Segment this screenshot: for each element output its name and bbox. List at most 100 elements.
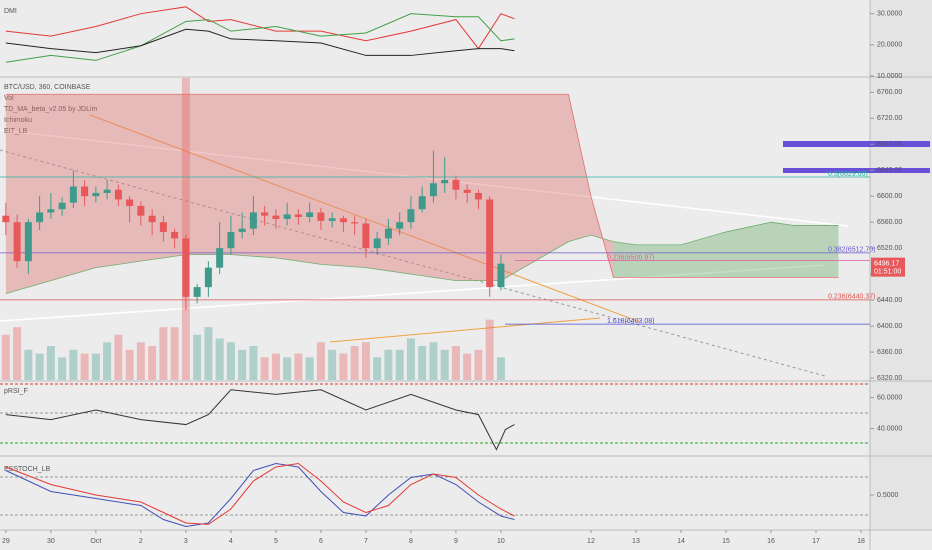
volume-bar xyxy=(339,353,348,380)
volume-bar xyxy=(170,327,179,380)
y-tick-label: 30.0000 xyxy=(877,11,902,18)
volume-bar xyxy=(35,353,44,380)
cloud-segment xyxy=(275,94,321,265)
candle-body xyxy=(148,215,156,223)
x-tick-label: 16 xyxy=(767,538,775,545)
cloud-segment xyxy=(568,94,591,242)
indicator-name: EIT_LB xyxy=(4,128,28,135)
cloud-segment xyxy=(815,225,839,278)
volume-bar xyxy=(159,327,168,380)
candle-body xyxy=(486,199,494,288)
volume-bar xyxy=(114,334,123,380)
time-to-close: 01:51:00 xyxy=(874,268,901,275)
x-tick-label: 13 xyxy=(632,538,640,545)
candle-body xyxy=(58,202,66,210)
candle-body xyxy=(2,215,10,223)
volume-bar xyxy=(373,357,382,380)
last-price: 6496.17 xyxy=(874,260,899,267)
volume-bar xyxy=(91,353,100,380)
fib-label: 0.5(6629.60) xyxy=(828,171,868,178)
volume-bar xyxy=(418,346,427,380)
x-tick-label: 5 xyxy=(274,538,278,545)
zone xyxy=(783,168,930,173)
y-tick-label: 40.0000 xyxy=(877,425,902,432)
volume-bar xyxy=(429,342,438,380)
indicator-line xyxy=(5,28,515,56)
candle-body xyxy=(216,248,224,268)
candle-body xyxy=(159,222,167,232)
indicator-line xyxy=(5,462,515,525)
candle-body xyxy=(306,212,314,217)
trend-line xyxy=(0,149,826,377)
candle-body xyxy=(261,212,269,216)
volume-bar xyxy=(148,346,157,380)
cloud-segment xyxy=(770,222,794,278)
x-tick-label: 7 xyxy=(364,538,368,545)
candle-body xyxy=(474,192,482,200)
x-tick-label: 29 xyxy=(2,538,10,545)
volume-bar xyxy=(294,353,303,380)
volume-bar xyxy=(474,349,483,380)
candle-body xyxy=(69,186,77,203)
x-tick-label: 6 xyxy=(319,538,323,545)
y-tick-label: 6720.00 xyxy=(877,115,902,122)
x-tick-label: 3 xyxy=(184,538,188,545)
volume-bar xyxy=(463,353,472,380)
volume-bar xyxy=(350,346,359,380)
candle-body xyxy=(351,222,359,224)
candle-body xyxy=(227,231,235,249)
candle-body xyxy=(441,179,449,184)
x-tick-label: 17 xyxy=(812,538,820,545)
indicator-name: Vol xyxy=(4,95,14,102)
volume-bar xyxy=(496,357,505,380)
panel-title: DMI xyxy=(4,8,17,15)
candle-body xyxy=(339,218,347,223)
volume-bar xyxy=(384,349,393,380)
volume-bar xyxy=(316,342,325,380)
cloud-segment xyxy=(95,94,141,268)
candle-body xyxy=(24,222,32,262)
volume-bar xyxy=(103,342,112,380)
candle-body xyxy=(92,192,100,197)
candle-body xyxy=(47,209,55,213)
panel-title: pRSI_F xyxy=(4,388,28,395)
volume-bar xyxy=(215,338,224,380)
panel-title: BTC/USD, 360, COINBASE xyxy=(4,84,91,91)
x-tick-label: 15 xyxy=(722,538,730,545)
volume-bar xyxy=(406,338,415,380)
volume-bar xyxy=(125,349,134,380)
volume-bar xyxy=(440,349,449,380)
volume-bar xyxy=(395,349,404,380)
volume-bar xyxy=(69,349,78,380)
candle-body xyxy=(171,231,179,239)
y-tick-label: 6360.00 xyxy=(877,349,902,356)
y-tick-label: 6320.00 xyxy=(877,375,902,382)
x-tick-label: 9 xyxy=(454,538,458,545)
x-tick-label: 18 xyxy=(857,538,865,545)
x-tick-label: 14 xyxy=(677,538,685,545)
cloud-segment xyxy=(725,222,771,278)
volume-bar xyxy=(1,334,10,380)
x-tick-label: 4 xyxy=(229,538,233,545)
candle-body xyxy=(272,215,280,219)
candle-body xyxy=(429,183,437,197)
candle-body xyxy=(283,214,291,219)
candle-body xyxy=(373,238,381,249)
volume-bar xyxy=(24,349,33,380)
candle-body xyxy=(13,222,21,262)
y-tick-label: 0.5000 xyxy=(877,492,899,499)
trend-line xyxy=(89,114,641,323)
volume-bar xyxy=(260,357,269,380)
candle-body xyxy=(497,263,505,288)
volume-bar xyxy=(328,349,337,380)
volume-bar xyxy=(283,357,292,380)
volume-bar xyxy=(136,342,145,380)
candle-body xyxy=(193,287,201,297)
y-tick-label: 60.0000 xyxy=(877,394,902,401)
candle-body xyxy=(182,238,190,297)
cloud-edge xyxy=(5,93,839,278)
indicator-line xyxy=(5,462,515,528)
drawings xyxy=(0,114,930,377)
